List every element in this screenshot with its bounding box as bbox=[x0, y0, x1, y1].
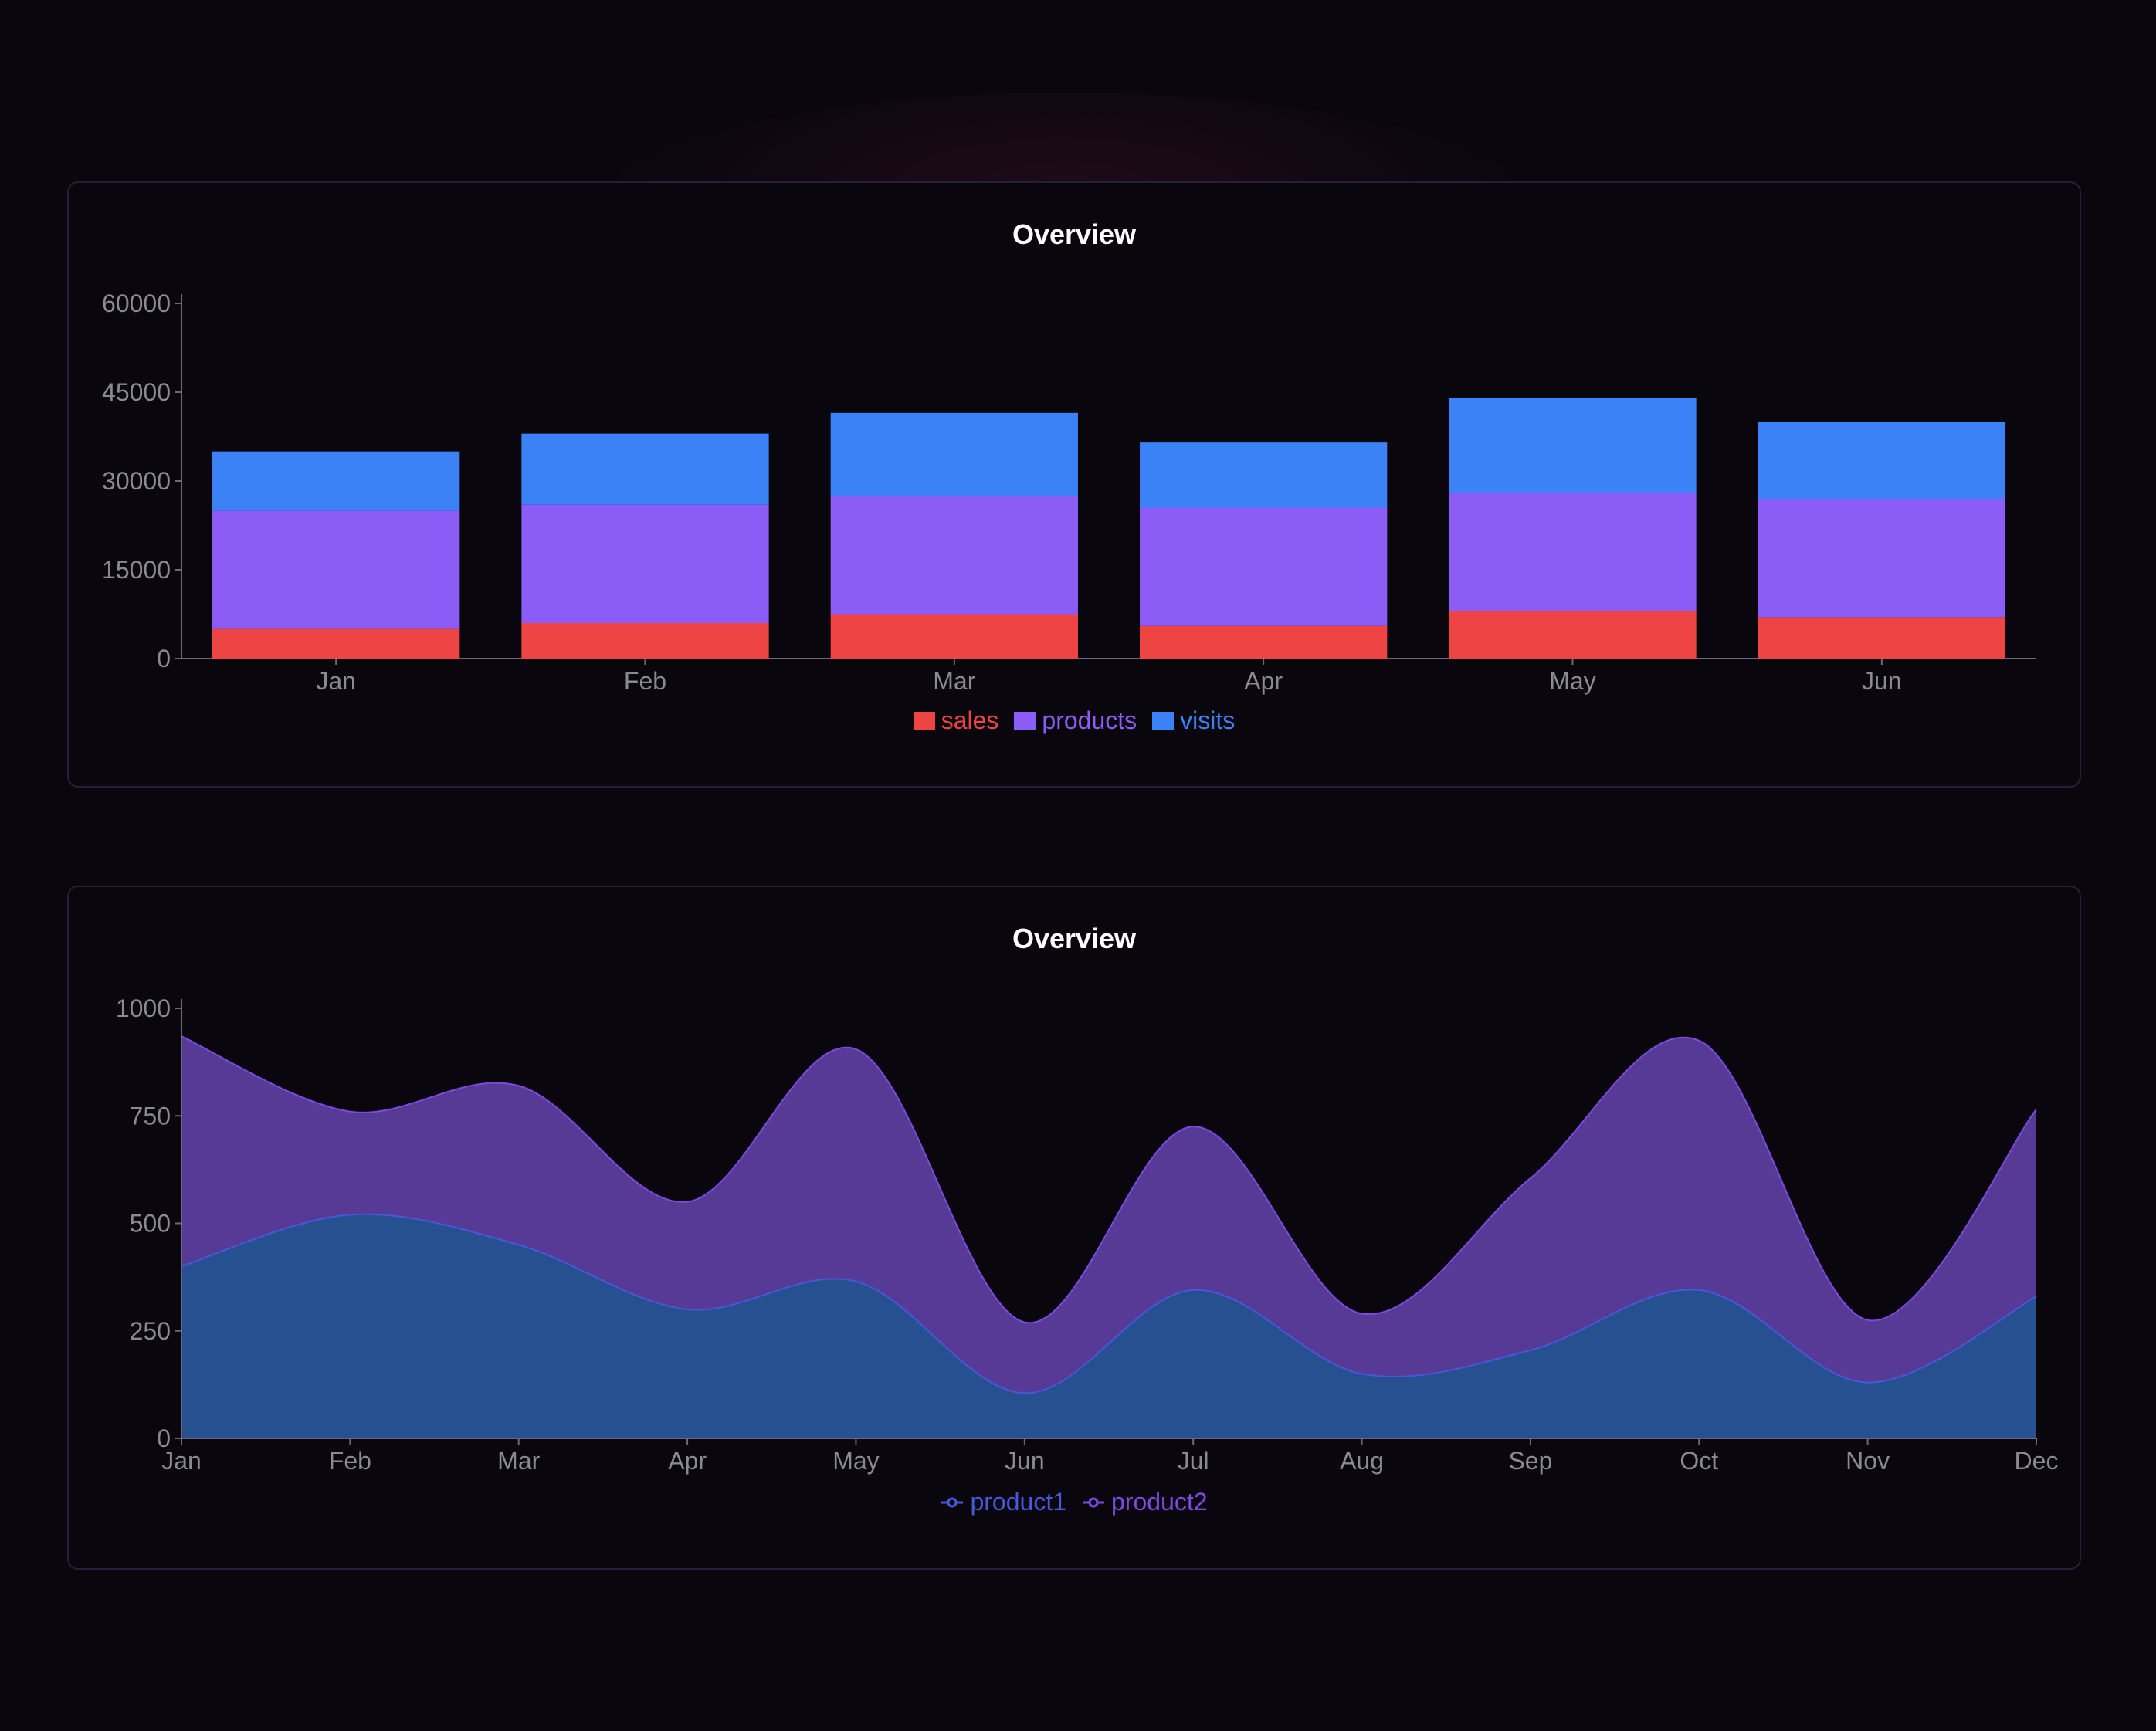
bar-sales bbox=[212, 628, 460, 659]
legend-item-sales[interactable]: sales bbox=[913, 706, 999, 735]
legend-item-product2[interactable]: product2 bbox=[1082, 1488, 1208, 1516]
bar-visits bbox=[1140, 442, 1388, 508]
x-tick-label: Jan bbox=[316, 667, 356, 695]
legend-line-icon bbox=[1083, 1497, 1104, 1507]
y-tick-label: 250 bbox=[130, 1317, 171, 1345]
y-tick-label: 15000 bbox=[102, 556, 171, 584]
x-tick-label: Oct bbox=[1680, 1447, 1718, 1475]
x-tick-label: Nov bbox=[1846, 1447, 1890, 1475]
bar-sales bbox=[1758, 617, 2005, 659]
x-tick-label: Feb bbox=[624, 667, 666, 695]
y-tick-label: 60000 bbox=[102, 290, 171, 317]
y-tick-label: 1000 bbox=[116, 994, 171, 1022]
line-product1 bbox=[181, 1213, 2037, 1394]
bar-visits bbox=[830, 412, 1078, 496]
chart-title: Overview bbox=[1012, 218, 1137, 250]
x-tick-label: Jun bbox=[1862, 667, 1902, 695]
x-tick-label: Aug bbox=[1340, 1447, 1384, 1475]
bar-sales bbox=[1140, 625, 1388, 659]
bar-sales bbox=[521, 623, 769, 659]
area-product1 bbox=[181, 1214, 2036, 1438]
x-tick-label: May bbox=[832, 1447, 879, 1475]
y-tick-label: 0 bbox=[157, 645, 171, 672]
bar-visits bbox=[212, 451, 460, 511]
x-tick-label: May bbox=[1549, 667, 1595, 695]
bar-visits bbox=[1449, 398, 1697, 493]
legend-label: product2 bbox=[1111, 1488, 1208, 1516]
x-tick-label: Jan bbox=[161, 1447, 202, 1475]
bar-products bbox=[1449, 493, 1697, 611]
bar-sales bbox=[830, 614, 1078, 659]
legend-label: visits bbox=[1180, 706, 1236, 734]
stacked-area-chart: 0 250 500 750 1000 Jan Feb Mar Apr May Jun Jul Aug Se… bbox=[116, 994, 2059, 1475]
legend-label: product1 bbox=[970, 1488, 1066, 1516]
legend-line-icon bbox=[941, 1497, 964, 1507]
legend-label: sales bbox=[941, 706, 999, 734]
bar-sales bbox=[1449, 611, 1697, 659]
chart-legend: product1 product2 bbox=[69, 1488, 2080, 1516]
y-tick-label: 30000 bbox=[102, 467, 171, 495]
legend-swatch bbox=[1152, 711, 1175, 730]
area-chart-card: Overview 0 250 500 750 1000 Jan Feb Mar Apr May Ju… bbox=[67, 886, 2081, 1570]
chart-legend: sales products visits bbox=[69, 706, 2080, 735]
bar-chart-card: Overview 0 15000 30000 45000 60000 Jan Feb Mar A… bbox=[67, 181, 2081, 788]
legend-swatch bbox=[1014, 711, 1036, 730]
legend-item-visits[interactable]: visits bbox=[1152, 706, 1235, 735]
legend-label: products bbox=[1042, 706, 1137, 734]
y-tick-label: 45000 bbox=[102, 378, 171, 406]
legend-item-products[interactable]: products bbox=[1014, 706, 1137, 735]
x-tick-label: Jul bbox=[1178, 1447, 1209, 1475]
bar-products bbox=[1758, 499, 2005, 618]
bar-products bbox=[830, 496, 1078, 615]
legend-swatch bbox=[913, 711, 935, 730]
x-tick-label: Jun bbox=[1005, 1447, 1045, 1475]
x-tick-label: Apr bbox=[668, 1447, 707, 1475]
stacked-bar-chart: 0 15000 30000 45000 60000 Jan Feb Mar Apr May Jun bbox=[102, 290, 2036, 695]
bar-products bbox=[212, 510, 460, 629]
bar-products bbox=[521, 504, 769, 623]
bar-visits bbox=[1758, 422, 2005, 499]
line-product2 bbox=[181, 1035, 2037, 1324]
x-tick-label: Feb bbox=[329, 1447, 371, 1475]
x-tick-label: Sep bbox=[1508, 1447, 1552, 1475]
chart-title: Overview bbox=[1012, 923, 1137, 954]
x-tick-label: Dec bbox=[2015, 1447, 2059, 1475]
y-tick-label: 500 bbox=[130, 1210, 171, 1238]
x-tick-label: Mar bbox=[497, 1447, 540, 1475]
y-tick-label: 0 bbox=[157, 1424, 171, 1452]
legend-item-product1[interactable]: product1 bbox=[941, 1488, 1066, 1516]
x-tick-label: Apr bbox=[1244, 667, 1283, 695]
y-tick-label: 750 bbox=[130, 1102, 171, 1130]
bar-products bbox=[1140, 507, 1388, 626]
x-tick-label: Mar bbox=[933, 667, 975, 695]
bar-visits bbox=[521, 433, 769, 505]
